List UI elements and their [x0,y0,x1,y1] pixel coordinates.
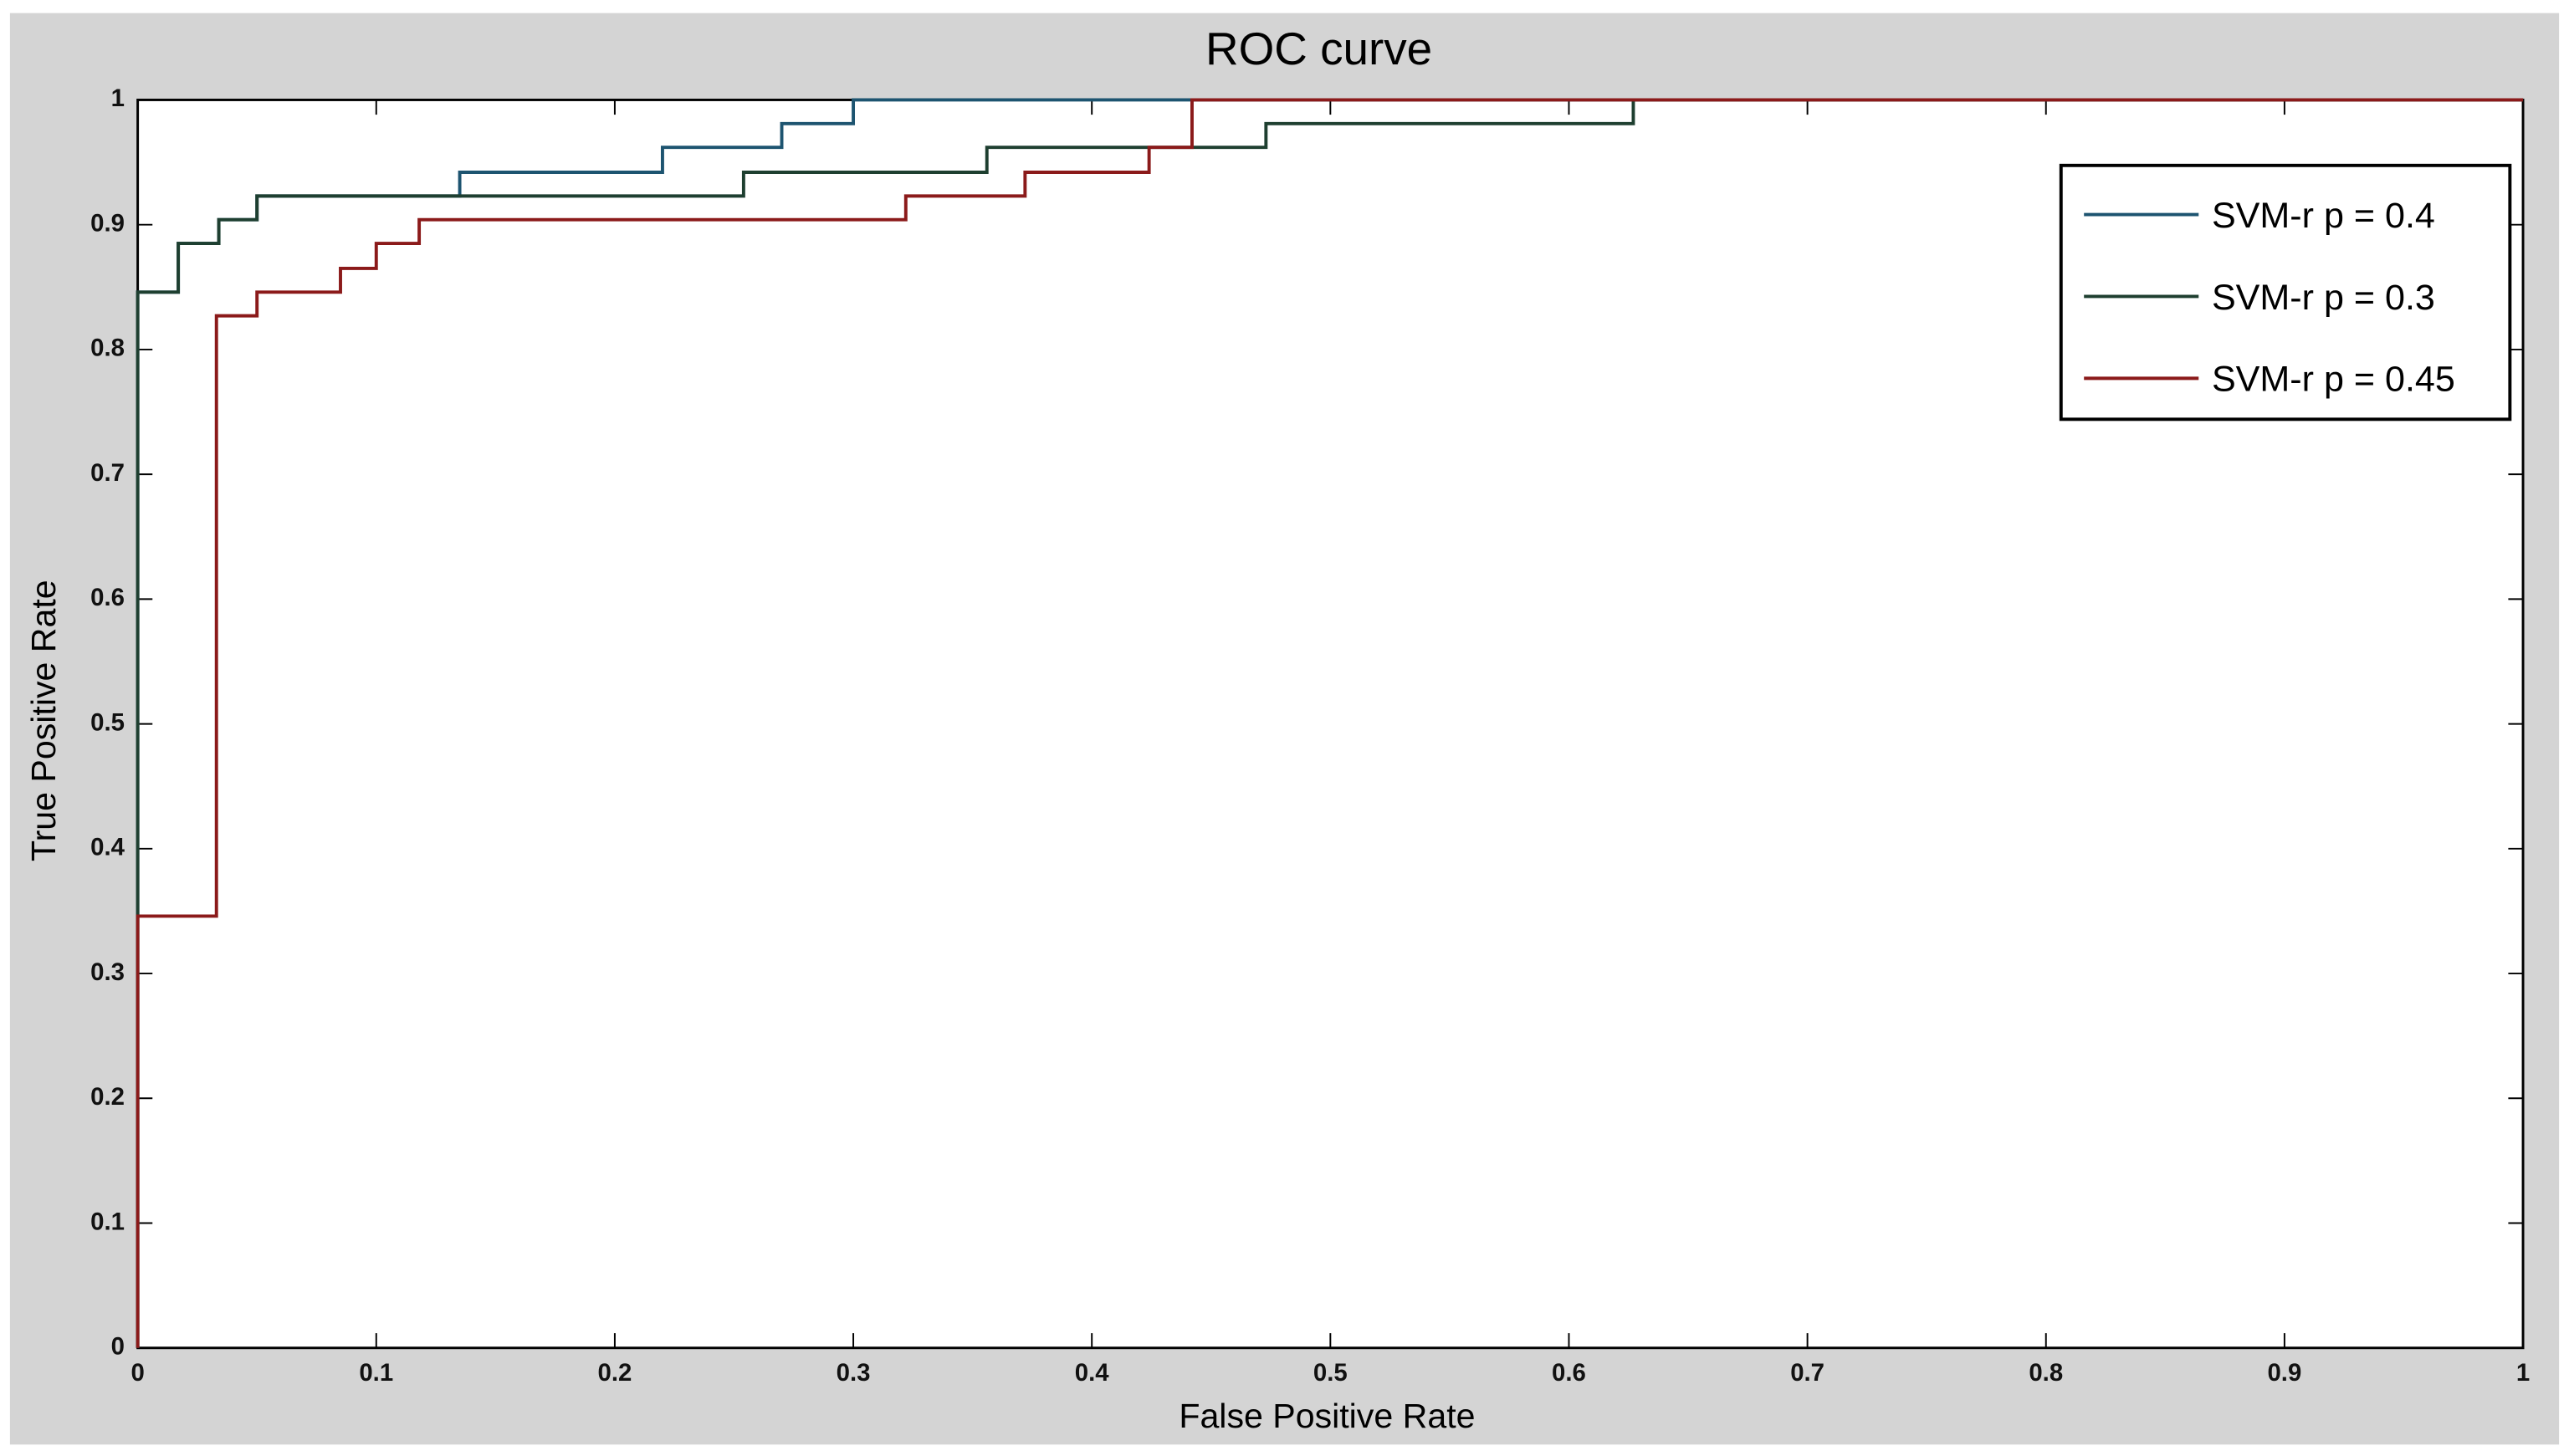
roc-line [136,98,2524,1348]
legend-label: SVM-r p = 0.45 [2212,360,2455,400]
y-tick-label: 0.6 [90,584,125,611]
x-tick-label: 0.8 [2029,1359,2063,1387]
roc-line [136,98,2524,1348]
y-tick-label: 0.2 [90,1083,125,1111]
y-tick-label: 0.5 [90,708,125,736]
x-tick-label: 0.5 [1313,1359,1348,1387]
x-tick-label: 0.1 [359,1359,393,1387]
x-axis-label: False Positive Rate [1179,1397,1475,1435]
y-tick-label: 0 [111,1333,125,1361]
x-tick-label: 0.9 [2267,1359,2301,1387]
chart-title: ROC curve [1205,23,1432,74]
x-tick-label: 0 [130,1359,144,1387]
x-tick-label: 1 [2516,1359,2530,1387]
y-tick-label: 0.9 [90,209,125,237]
y-tick-label: 1 [111,84,125,112]
legend-label: SVM-r p = 0.3 [2212,278,2435,318]
y-tick-label: 0.8 [90,335,125,362]
y-axis-label: True Positive Rate [24,580,63,861]
y-tick-label: 0.4 [90,834,125,861]
x-tick-label: 0.2 [598,1359,632,1387]
legend-label: SVM-r p = 0.4 [2212,196,2435,236]
x-tick-label: 0.7 [1790,1359,1824,1387]
x-tick-label: 0.4 [1075,1359,1109,1387]
y-tick-label: 0.3 [90,958,125,986]
x-tick-label: 0.6 [1552,1359,1586,1387]
y-tick-label: 0.1 [90,1208,125,1235]
y-tick-label: 0.7 [90,459,125,487]
x-tick-label: 0.3 [837,1359,871,1387]
